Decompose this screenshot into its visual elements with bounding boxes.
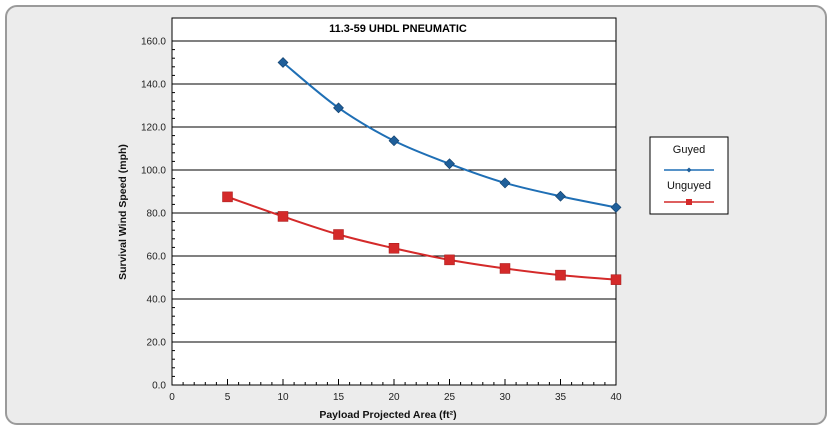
x-axis-title: Payload Projected Area (ft²) — [319, 409, 456, 421]
x-tick-label: 30 — [499, 392, 511, 403]
legend: Guyed Unguyed — [649, 136, 729, 215]
data-point-unguyed — [610, 274, 622, 285]
data-point-guyed — [610, 201, 622, 213]
grid-lines — [172, 40, 616, 343]
x-tick-label: 0 — [169, 392, 175, 403]
y-tick-label: 80.0 — [147, 209, 167, 220]
legend-marker-guyed — [686, 167, 692, 173]
legend-label-unguyed: Unguyed — [667, 180, 711, 192]
data-point-guyed — [444, 158, 455, 170]
y-tick-label: 100.0 — [141, 166, 166, 177]
y-axis-title: Survival Wind Speed (mph) — [117, 144, 129, 280]
y-tick-label: 140.0 — [141, 80, 166, 91]
data-point-guyed — [555, 190, 566, 202]
data-point-unguyed — [222, 191, 233, 203]
x-tick-label: 20 — [388, 392, 400, 403]
y-tick-label: 20.0 — [147, 338, 167, 349]
x-tick-label: 15 — [333, 392, 345, 403]
y-tick-label: 40.0 — [147, 295, 167, 306]
data-point-unguyed — [277, 211, 289, 222]
series-layer — [222, 57, 622, 285]
y-tick-label: 0.0 — [152, 381, 166, 392]
y-axis-ticks: 0.0 20.0 40.0 60.0 80.0 100.0 120.0 140.0 160.0 — [141, 37, 175, 392]
data-point-unguyed — [499, 263, 511, 274]
data-point-unguyed — [444, 254, 455, 266]
x-tick-label: 35 — [555, 392, 567, 403]
legend-marker-unguyed — [686, 199, 692, 205]
y-tick-label: 160.0 — [141, 37, 166, 48]
chart-title: 11.3-59 UHDL PNEUMATIC — [329, 23, 467, 35]
plot-area — [171, 17, 617, 386]
x-axis-ticks: 0 5 10 15 20 25 30 35 40 — [169, 379, 622, 403]
data-point-guyed — [499, 177, 511, 189]
data-point-unguyed — [555, 269, 566, 281]
data-point-unguyed — [333, 229, 344, 240]
x-tick-label: 40 — [610, 392, 622, 403]
legend-label-guyed: Guyed — [673, 144, 705, 156]
y-tick-label: 120.0 — [141, 123, 166, 134]
y-tick-label: 60.0 — [147, 252, 167, 263]
data-point-unguyed — [388, 243, 400, 254]
x-tick-label: 10 — [277, 392, 289, 403]
data-point-guyed — [388, 135, 400, 147]
x-tick-label: 25 — [444, 392, 456, 403]
x-tick-label: 5 — [225, 392, 231, 403]
data-point-guyed — [333, 102, 344, 114]
data-point-guyed — [277, 57, 289, 68]
